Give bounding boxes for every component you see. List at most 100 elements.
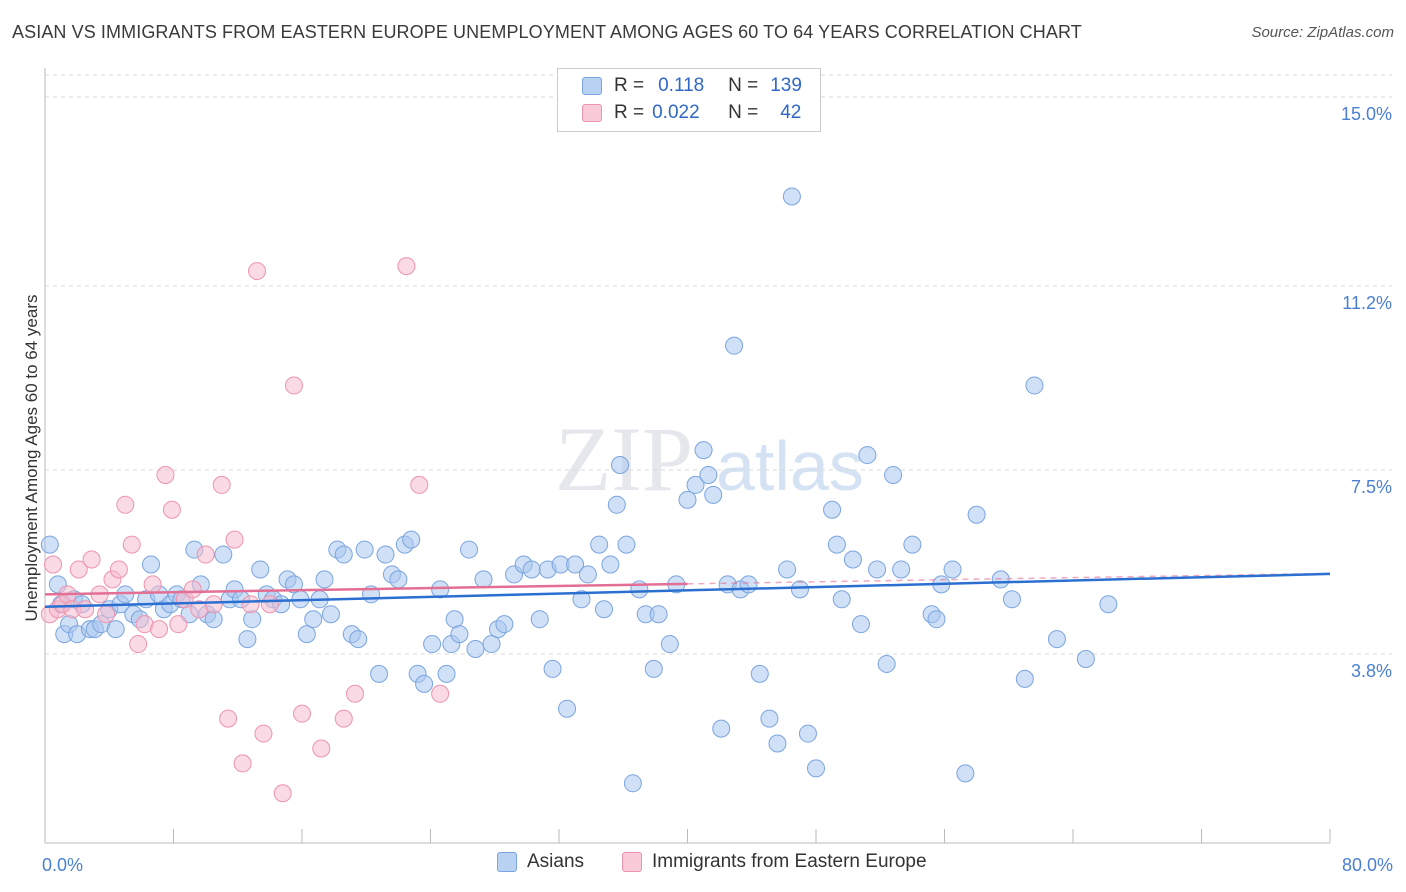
legend-r-value: 0.118 <box>658 75 705 96</box>
series-asians <box>40 187 1118 793</box>
y-tick-label: 15.0% <box>1341 104 1392 124</box>
legend-label-immigrants: Immigrants from Eastern Europe <box>652 851 927 872</box>
y-axis-label: Unemployment Among Ages 60 to 64 years <box>22 295 41 622</box>
asian-point <box>522 560 541 579</box>
asian-point <box>334 545 353 564</box>
asian-point <box>251 560 270 579</box>
legend-swatch-immigrants <box>582 104 602 122</box>
asian-point <box>807 759 825 778</box>
asian-point <box>423 635 442 654</box>
asian-point <box>704 485 723 504</box>
legend-n-value: 42 <box>780 102 802 123</box>
immigrants-point <box>162 500 181 519</box>
y-tick-labels: 3.8% 7.5% 11.2% 15.0% <box>1341 104 1392 681</box>
y-tick-label: 11.2% <box>1342 293 1392 313</box>
asian-point <box>823 500 842 519</box>
asian-point <box>858 446 877 465</box>
asian-point <box>843 550 862 569</box>
asian-point <box>1076 649 1095 668</box>
legend-item-asians: Asians <box>497 851 584 873</box>
asian-point <box>644 659 663 678</box>
asian-point <box>892 560 911 579</box>
immigrants-point <box>196 545 215 564</box>
x-tick-labels: 0.0% 80.0% <box>42 855 1393 875</box>
asian-point <box>214 545 233 564</box>
asian-point <box>445 610 464 629</box>
asian-point <box>355 540 374 559</box>
asian-point <box>402 530 421 549</box>
legend-row-immigrants: R = 0.022 N = 42 <box>558 100 801 126</box>
asian-point <box>466 640 485 659</box>
asian-point <box>315 570 334 589</box>
asian-point <box>956 764 975 783</box>
legend-item-immigrants: Immigrants from Eastern Europe <box>622 851 927 873</box>
immigrants-point <box>44 555 63 574</box>
series-legend: Asians Immigrants from Eastern Europe <box>0 851 1406 877</box>
immigrants-point <box>312 739 331 758</box>
legend-swatch-immigrants <box>622 852 642 872</box>
asian-point <box>660 635 679 654</box>
asian-point <box>389 570 408 589</box>
asian-point <box>376 545 395 564</box>
immigrants-point <box>122 535 141 554</box>
series-immigrants <box>40 257 450 803</box>
axes <box>44 68 1331 844</box>
asian-point <box>760 709 779 728</box>
y-tick-label: 3.8% <box>1351 661 1392 681</box>
immigrants-point <box>143 575 162 594</box>
asian-point <box>142 555 161 574</box>
asian-point <box>474 570 493 589</box>
trend-lines <box>44 572 1331 609</box>
immigrants-point <box>233 754 252 773</box>
asian-point <box>877 654 896 673</box>
legend-n-label: N = <box>728 75 759 96</box>
immigrants-point <box>116 495 135 514</box>
asian-point <box>649 605 668 624</box>
asian-point <box>607 495 626 514</box>
immigrants-point <box>97 605 116 624</box>
immigrants-point <box>241 595 260 614</box>
asian-point <box>694 441 713 460</box>
immigrants-point <box>82 550 101 569</box>
asian-point <box>530 610 549 629</box>
asian-point <box>884 465 903 484</box>
asian-point <box>1015 669 1034 688</box>
asian-point <box>460 540 479 559</box>
asian-point <box>415 674 434 693</box>
asian-point <box>868 560 887 579</box>
legend-r-value: 0.022 <box>652 102 700 123</box>
legend-r-label: R = <box>614 102 645 123</box>
asian-point <box>601 555 620 574</box>
asian-point <box>943 560 962 579</box>
asians-trend-line <box>44 572 1331 609</box>
asian-point <box>617 535 636 554</box>
asian-point <box>594 600 613 619</box>
asian-point <box>482 635 501 654</box>
asian-point <box>827 535 846 554</box>
watermark: ZIP atlas <box>555 408 864 510</box>
asian-point <box>543 659 562 678</box>
asian-point <box>768 734 787 753</box>
legend-n-value: 139 <box>770 75 802 96</box>
immigrants-point <box>225 530 244 549</box>
asian-point <box>437 664 456 683</box>
asian-point <box>1047 630 1066 649</box>
asian-point <box>304 610 323 629</box>
watermark-atlas: atlas <box>716 427 864 505</box>
asian-point <box>572 590 591 609</box>
asian-point <box>832 590 851 609</box>
asian-point <box>739 575 758 594</box>
immigrants-point <box>254 724 273 743</box>
stats-legend: R = 0.118 N = 139 R = 0.022 N = 42 <box>557 68 821 132</box>
immigrants-point <box>150 620 169 639</box>
asian-point <box>927 610 946 629</box>
immigrants-point <box>109 560 128 579</box>
immigrants-point <box>410 475 429 494</box>
asian-point <box>750 664 769 683</box>
source-credit: Source: ZipAtlas.com <box>1251 24 1394 41</box>
asian-point <box>778 560 797 579</box>
asian-point <box>349 630 368 649</box>
immigrants-point <box>204 595 223 614</box>
chart-title: ASIAN VS IMMIGRANTS FROM EASTERN EUROPE … <box>12 22 1082 42</box>
